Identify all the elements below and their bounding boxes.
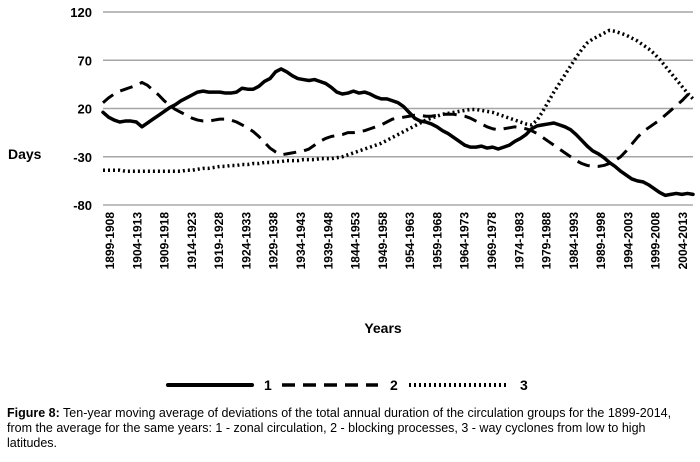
caption-text: Ten-year moving average of deviations of…	[7, 406, 672, 450]
series-line-2	[102, 80, 694, 168]
y-axis-ticks: 120 70 20 -30 -80	[70, 5, 92, 213]
x-tick-label: 1899-1908	[103, 212, 117, 270]
y-tick-label: 120	[70, 5, 92, 20]
series-lines	[101, 28, 695, 198]
figure-label: Figure 8:	[7, 406, 60, 420]
x-tick-label: 1939-1948	[321, 212, 335, 270]
x-tick-label: 1994-2003	[621, 212, 635, 270]
legend-label-1: 1	[264, 377, 272, 393]
x-tick-label: 1914-1923	[185, 212, 199, 270]
legend-label-3: 3	[520, 377, 528, 393]
y-tick-label: 20	[78, 102, 92, 117]
x-tick-label: 1909-1918	[158, 212, 172, 270]
x-tick-label: 1984-1993	[567, 212, 581, 270]
y-tick-label: 70	[78, 53, 92, 68]
x-tick-label: 1934-1943	[294, 212, 308, 270]
legend-label-2: 2	[390, 377, 398, 393]
x-tick-label: 1924-1933	[239, 212, 253, 270]
x-tick-label: 1954-1963	[403, 212, 417, 270]
x-tick-label: 1844-1953	[349, 212, 363, 270]
x-tick-label: 1949-1958	[376, 212, 390, 270]
gridlines	[103, 11, 693, 158]
x-axis-title: Years	[364, 320, 402, 336]
x-tick-label: 1999-2008	[649, 212, 663, 270]
x-tick-label: 2004-2013	[676, 212, 690, 270]
x-tick-label: 1959-1968	[430, 212, 444, 270]
y-tick-label: -30	[73, 150, 92, 165]
x-tick-label: 1974-1983	[512, 212, 526, 270]
line-chart: 120 70 20 -30 -80 1899-1908 1904-1913 1909-191…	[8, 5, 695, 393]
legend: 1 2 3	[166, 377, 528, 393]
x-tick-label: 1969-1978	[485, 212, 499, 270]
y-axis-title: Days	[8, 146, 42, 162]
x-tick-label: 1904-1913	[130, 212, 144, 270]
x-tick-label: 1929-1938	[267, 212, 281, 270]
x-axis-ticks: 1899-1908 1904-1913 1909-1918 1914-1923 1919…	[103, 212, 690, 270]
x-tick-label: 1989-1998	[594, 212, 608, 270]
y-tick-label: -80	[73, 198, 92, 213]
x-tick-label: 1919-1928	[212, 212, 226, 270]
series-line-3	[103, 28, 695, 173]
series-line-1	[101, 67, 695, 198]
x-tick-label: 1979-1988	[540, 212, 554, 270]
figure-caption: Figure 8: Ten-year moving average of dev…	[7, 406, 695, 451]
x-tick-label: 1964-1973	[458, 212, 472, 270]
